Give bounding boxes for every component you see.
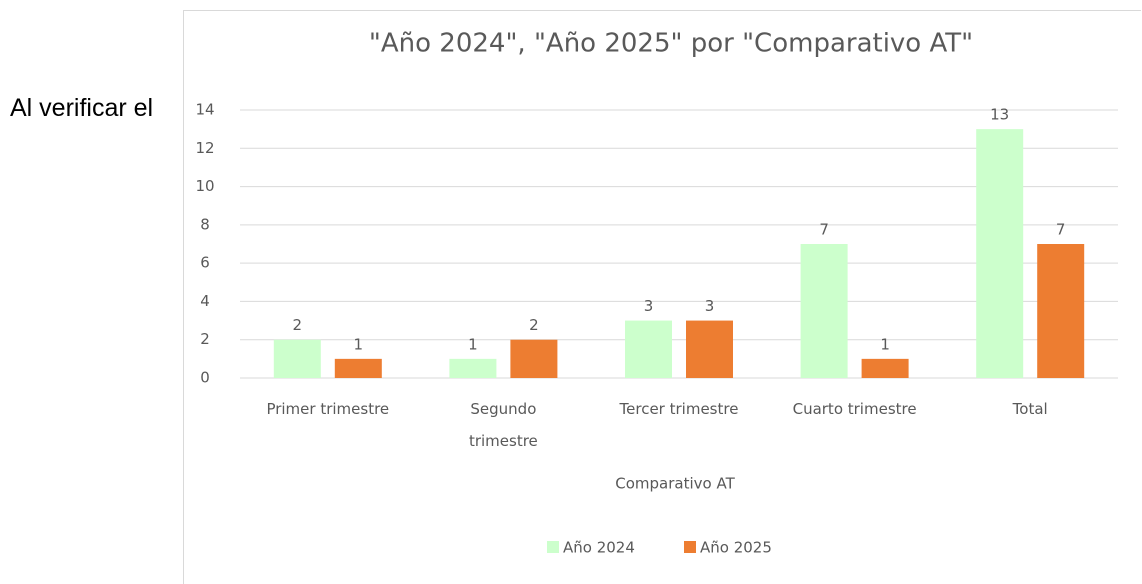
y-tick-label: 12 [195, 139, 214, 157]
bar [976, 129, 1024, 378]
data-label: 1 [880, 335, 890, 353]
bar [510, 339, 558, 378]
data-label: 7 [819, 221, 829, 239]
x-tick-label: Tercer trimestre [619, 400, 739, 418]
x-axis-title: Comparativo AT [615, 475, 735, 493]
data-label: 13 [990, 106, 1009, 124]
y-tick-label: 4 [200, 292, 210, 310]
data-label: 1 [354, 335, 364, 353]
x-tick-label: Primer trimestre [266, 400, 390, 418]
data-label: 7 [1056, 221, 1066, 239]
legend-label: Año 2024 [563, 539, 635, 557]
bar [449, 358, 497, 378]
x-tick-label: Segundo trimestre [468, 400, 538, 450]
bar [686, 320, 733, 378]
data-label: 3 [705, 297, 715, 315]
bar [800, 244, 848, 378]
data-label: 3 [644, 297, 654, 315]
body-text: Al verificar el [10, 94, 154, 122]
data-label: 2 [529, 316, 539, 334]
legend-swatch [547, 541, 559, 553]
chart-frame [183, 10, 1141, 584]
y-tick-label: 10 [195, 177, 214, 195]
x-tick-label: Total [1012, 400, 1048, 418]
data-label: 2 [293, 316, 303, 334]
y-tick-label: 2 [200, 330, 210, 348]
bar [334, 358, 382, 378]
bar [273, 339, 321, 378]
data-label: 1 [468, 335, 478, 353]
y-tick-label: 0 [200, 369, 210, 387]
y-tick-label: 6 [200, 254, 210, 272]
bar [1037, 244, 1085, 378]
y-tick-label: 14 [195, 101, 214, 119]
legend-swatch [684, 541, 696, 553]
chart-title: "Año 2024", "Año 2025" por "Comparativo … [369, 29, 973, 59]
bar [625, 320, 672, 378]
x-tick-label: Cuarto trimestre [792, 400, 917, 418]
y-tick-label: 8 [200, 215, 210, 233]
bar [861, 358, 909, 378]
legend-label: Año 2025 [700, 539, 772, 557]
